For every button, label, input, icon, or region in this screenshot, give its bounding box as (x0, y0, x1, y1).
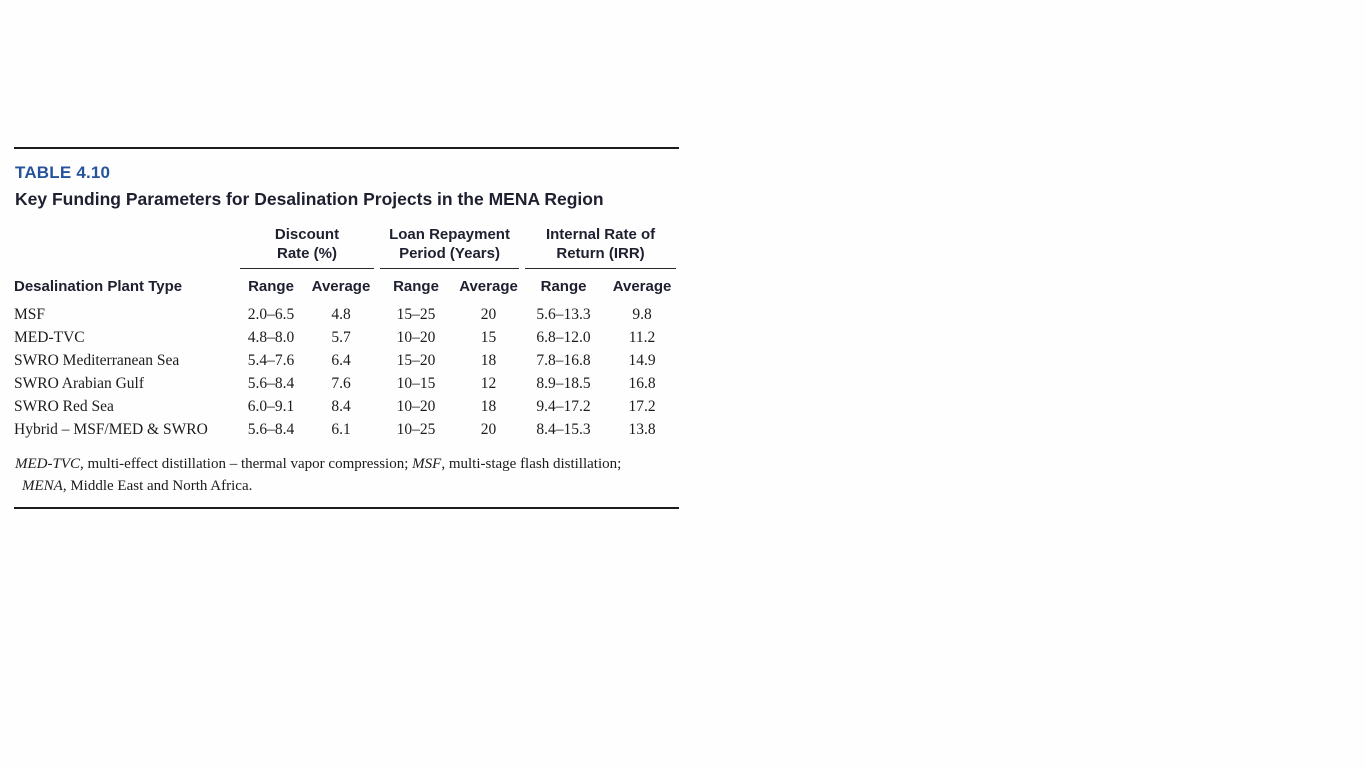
average-cell: 13.8 (628, 421, 656, 438)
group-header-row: Discount Rate (%) Loan Repayment Period … (14, 221, 679, 269)
column-group-loan-repayment: Loan Repayment Period (Years) (377, 221, 522, 269)
sub-header-row: Desalination Plant Type Range Average Ra… (14, 269, 679, 303)
table-row: MED-TVC 4.8–8.0 5.7 10–20 15 6.8–12.0 11… (14, 326, 679, 349)
average-column-header: Average (459, 278, 518, 295)
range-cell: 6.8–12.0 (536, 329, 591, 346)
range-cell: 4.8–8.0 (247, 329, 295, 346)
abbreviation: MSF (412, 456, 442, 472)
range-cell: 6.0–9.1 (247, 398, 295, 415)
average-cell: 9.8 (632, 306, 652, 323)
footnote-text: , Middle East and North Africa. (62, 477, 253, 494)
range-cell: 10–20 (396, 398, 436, 415)
average-cell: 6.4 (331, 352, 351, 369)
range-cell: 5.6–8.4 (247, 375, 295, 392)
plant-type-cell: SWRO Arabian Gulf (14, 375, 145, 392)
average-cell: 15 (480, 329, 497, 346)
range-cell: 15–20 (396, 352, 436, 369)
average-cell: 6.1 (331, 421, 351, 438)
table-title: Key Funding Parameters for Desalination … (15, 189, 604, 209)
plant-type-cell: MSF (14, 306, 46, 323)
footnote-text: , multi-effect distillation – thermal va… (80, 456, 413, 472)
table-number-label: TABLE 4.10 (15, 163, 111, 182)
footnote-line: MED-TVC, multi-effect distillation – the… (15, 454, 679, 476)
average-cell: 16.8 (628, 375, 656, 392)
average-column-header: Average (612, 278, 672, 295)
range-column-header: Range (393, 278, 439, 295)
table-footnote: MED-TVC, multi-effect distillation – the… (15, 454, 679, 497)
funding-parameters-table: Discount Rate (%) Loan Repayment Period … (14, 221, 679, 441)
table-row: SWRO Arabian Gulf 5.6–8.4 7.6 10–15 12 8… (14, 372, 679, 395)
plant-type-cell: MED-TVC (14, 329, 85, 346)
column-group-discount-rate: Discount Rate (%) (237, 221, 377, 269)
range-cell: 5.6–13.3 (536, 306, 591, 323)
plant-type-column-header: Desalination Plant Type (14, 278, 183, 295)
column-group-label: Internal Rate of (545, 226, 656, 243)
plant-type-cell: Hybrid – MSF/MED & SWRO (14, 421, 208, 438)
abbreviation: MENA (22, 477, 63, 494)
range-column-header: Range (248, 278, 294, 295)
range-cell: 5.4–7.6 (247, 352, 295, 369)
range-cell: 5.6–8.4 (247, 421, 295, 438)
group-header-spacer (14, 221, 237, 269)
range-cell: 10–25 (396, 421, 436, 438)
table-row: SWRO Mediterranean Sea 5.4–7.6 6.4 15–20… (14, 349, 679, 372)
range-cell: 15–25 (396, 306, 436, 323)
range-cell: 7.8–16.8 (536, 352, 591, 369)
column-group-label: Period (Years) (399, 245, 500, 262)
table-row: MSF 2.0–6.5 4.8 15–25 20 5.6–13.3 9.8 (14, 303, 679, 326)
average-cell: 4.8 (331, 306, 351, 323)
table-row: SWRO Red Sea 6.0–9.1 8.4 10–20 18 9.4–17… (14, 395, 679, 418)
range-cell: 8.9–18.5 (536, 375, 591, 392)
range-cell: 10–20 (396, 329, 436, 346)
range-cell: 9.4–17.2 (536, 398, 591, 415)
average-cell: 17.2 (628, 398, 656, 415)
table-figure: TABLE 4.10 Key Funding Parameters for De… (14, 147, 679, 509)
footnote-line: MENA, Middle East and North Africa. (15, 476, 679, 498)
average-cell: 11.2 (628, 329, 656, 346)
column-group-label: Loan Repayment (389, 226, 510, 243)
average-cell: 5.7 (331, 329, 351, 346)
footnote-text: , multi-stage flash distillation; (441, 456, 622, 472)
table-row: Hybrid – MSF/MED & SWRO 5.6–8.4 6.1 10–2… (14, 418, 679, 441)
range-cell: 2.0–6.5 (247, 306, 295, 323)
average-cell: 20 (480, 306, 497, 323)
average-cell: 12 (480, 375, 497, 392)
table-bottom-rule (14, 507, 679, 509)
range-cell: 10–15 (396, 375, 436, 392)
plant-type-cell: SWRO Mediterranean Sea (14, 352, 180, 369)
average-cell: 8.4 (331, 398, 351, 415)
average-cell: 7.6 (331, 375, 351, 392)
abbreviation: MED-TVC (15, 456, 80, 472)
plant-type-cell: SWRO Red Sea (14, 398, 114, 415)
average-cell: 14.9 (628, 352, 656, 369)
column-group-label: Return (IRR) (556, 245, 645, 262)
average-column-header: Average (311, 278, 371, 295)
column-group-label: Discount (274, 226, 340, 243)
table-top-rule (14, 147, 679, 149)
column-group-label: Rate (%) (277, 245, 338, 262)
range-cell: 8.4–15.3 (536, 421, 591, 438)
average-cell: 18 (480, 398, 497, 415)
average-cell: 20 (480, 421, 497, 438)
range-column-header: Range (540, 278, 587, 295)
column-group-irr: Internal Rate of Return (IRR) (522, 221, 679, 269)
average-cell: 18 (480, 352, 497, 369)
